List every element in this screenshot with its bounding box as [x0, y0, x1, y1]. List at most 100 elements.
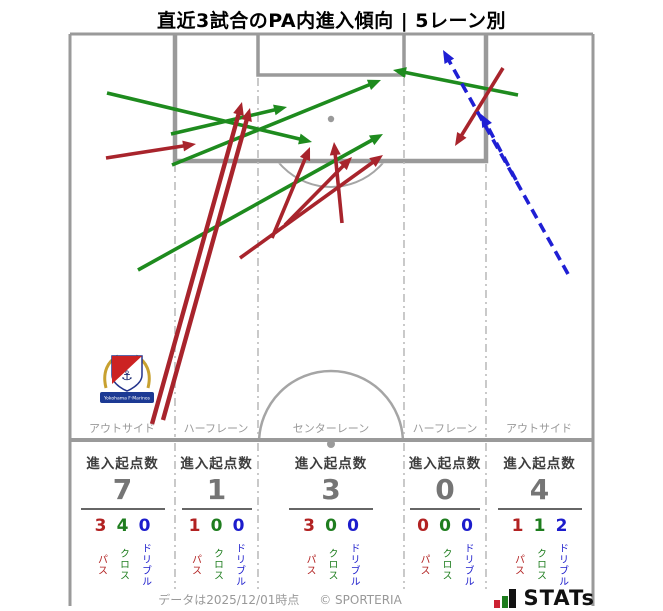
stats-logo: STATs [494, 586, 595, 610]
pass-label: パス [189, 553, 201, 576]
dribble-label: ドリブル [462, 542, 473, 587]
pass-arrow-line [149, 110, 242, 425]
dribble-count: 2 [555, 515, 568, 536]
pass-arrow-line [283, 162, 347, 227]
divider [289, 507, 373, 510]
pass-count: 1 [511, 515, 524, 536]
entry-count: 4 [529, 473, 550, 506]
cross-label: クロス [117, 548, 129, 582]
crest-banner-text: Yokohama F·Marinos [103, 396, 151, 402]
lane-label-half-left: ハーフレーン [183, 422, 249, 435]
entry-count: 3 [321, 473, 341, 506]
cross-count: 1 [533, 515, 546, 536]
penalty-box [172, 35, 489, 164]
lane-dividers [174, 78, 487, 589]
lane-label-outside-right: アウトサイド [506, 422, 572, 435]
pass-arrow-line [105, 143, 188, 160]
dribble-arrow-line [483, 121, 518, 181]
crest-red-half [112, 356, 142, 384]
dribble-count: 0 [138, 515, 151, 536]
dribble-label: ドリブル [139, 542, 151, 587]
pass-label: パス [418, 553, 429, 576]
cross-arrow-line [171, 81, 374, 167]
penalty-spot [327, 115, 335, 123]
dribble-count: 0 [347, 515, 359, 536]
cross-arrowhead-icon [368, 134, 383, 146]
arrow-layer [105, 50, 570, 425]
copyright: © SPORTERIA [319, 593, 402, 607]
stat-header: 進入起点数 [408, 456, 482, 472]
lane-label-outside-left: アウトサイド [89, 422, 155, 435]
pass-arrowhead-icon [329, 142, 341, 156]
cross-arrowhead-icon [393, 67, 407, 78]
entry-count: 1 [206, 473, 227, 506]
footer: データは2025/12/01時点 © SPORTERIA [70, 591, 490, 608]
pass-label: パス [304, 553, 315, 576]
cross-label: クロス [534, 548, 546, 582]
entry-count: 0 [435, 473, 455, 506]
pass-arrow-line [160, 116, 250, 421]
pass-count: 3 [94, 515, 107, 536]
center-spot [327, 440, 335, 448]
entry-count: 7 [112, 473, 133, 506]
pass-arrow-line [238, 158, 377, 260]
stat-header: 進入起点数 [294, 456, 368, 472]
pass-arrowhead-icon [182, 140, 196, 152]
data-date-note: データは2025/12/01時点 [158, 593, 300, 607]
center-circle [257, 369, 405, 438]
team-logo: ⚓ Yokohama F·Marinos [100, 354, 154, 403]
pass-arrowhead-icon [241, 108, 252, 122]
stat-header: 進入起点数 [503, 456, 576, 472]
cross-arrow-line [170, 107, 279, 136]
dribble-arrow-line [445, 56, 570, 275]
pass-arrow-line [270, 154, 309, 239]
pass-count: 3 [303, 515, 315, 536]
stats-logo-text: STATs [523, 586, 595, 610]
dribble-label: ドリブル [348, 542, 359, 587]
stat-col-half-right: 進入起点数 0 0 0 0 パス クロス ドリブル [404, 452, 486, 592]
logo-bar-red-icon [494, 600, 500, 608]
stat-col-half-left: 進入起点数 1 1 0 0 パス クロス ドリブル [175, 452, 258, 592]
pass-arrow-line [333, 150, 344, 224]
dribble-arrowhead-icon [443, 50, 455, 65]
dribble-count: 0 [232, 515, 245, 536]
cross-label: クロス [326, 548, 337, 582]
pass-arrowhead-icon [233, 102, 244, 117]
stat-col-center: 進入起点数 3 3 0 0 パス クロス ドリブル [258, 452, 404, 592]
lane-label-center: センターレーン [292, 422, 370, 435]
dribble-arrowhead-icon [481, 114, 492, 129]
divider [181, 507, 252, 510]
stat-header: 進入起点数 [86, 456, 159, 472]
dribble-count: 0 [461, 515, 473, 536]
cross-count: 0 [210, 515, 223, 536]
cross-count: 0 [439, 515, 451, 536]
crest-banner [100, 392, 154, 403]
goal-box [256, 35, 406, 77]
cross-arrowhead-icon [366, 79, 381, 90]
pass-label: パス [512, 553, 524, 576]
pass-label: パス [95, 553, 107, 576]
stat-header: 進入起点数 [180, 456, 253, 472]
cross-label: クロス [211, 548, 223, 582]
divider [80, 507, 165, 510]
lane-label-half-right: ハーフレーン [412, 422, 478, 435]
pass-arrow-line [458, 67, 505, 140]
cross-arrow-line [401, 69, 519, 97]
cross-count: 4 [116, 515, 129, 536]
pitch-outline [68, 32, 595, 606]
page-title: 直近3試合のPA内進入傾向 | 5レーン別 [156, 10, 507, 32]
pass-count: 1 [188, 515, 201, 536]
logo-bar-green-icon [501, 596, 508, 608]
stat-col-outside-right: 進入起点数 4 1 1 2 パス クロス ドリブル [486, 452, 593, 592]
cross-label: クロス [440, 548, 451, 582]
cross-count: 0 [325, 515, 337, 536]
pass-arrowhead-icon [299, 147, 311, 162]
cross-arrowhead-icon [298, 133, 312, 145]
logo-bar-black-icon [509, 589, 516, 608]
anchor-icon: ⚓ [121, 369, 133, 384]
penalty-arc [278, 163, 384, 188]
cross-arrow-line [106, 91, 304, 142]
dribble-label: ドリブル [556, 542, 568, 587]
